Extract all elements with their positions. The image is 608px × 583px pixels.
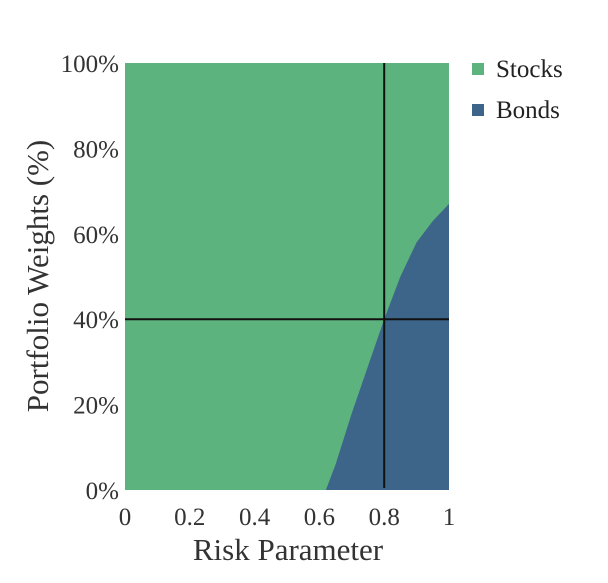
legend-swatch — [472, 104, 484, 116]
y-tick-label: 80% — [73, 136, 119, 163]
legend: Stocks Bonds — [472, 56, 563, 124]
x-axis-title: Risk Parameter — [193, 532, 384, 567]
reference-lines — [125, 63, 449, 488]
x-tick-label: 0.2 — [174, 504, 205, 531]
x-tick-label: 0.8 — [369, 504, 400, 531]
y-tick-label: 0% — [86, 478, 119, 505]
y-axis-title: Portfolio Weights (%) — [20, 140, 55, 412]
legend-swatch — [472, 63, 484, 75]
y-tick-label: 100% — [61, 51, 119, 78]
y-tick-label: 40% — [73, 307, 119, 334]
x-tick-labels: 0 0.2 0.4 0.6 0.8 1 — [119, 504, 456, 531]
y-tick-label: 20% — [73, 393, 119, 420]
legend-label: Bonds — [496, 97, 560, 124]
x-tick-label: 0.6 — [304, 504, 335, 531]
bonds-area — [325, 203, 449, 490]
x-tick-label: 0.4 — [239, 504, 271, 531]
y-tick-labels: 0% 20% 40% 60% 80% 100% — [61, 51, 119, 505]
plot-area — [125, 63, 449, 490]
x-tick-label: 0 — [119, 504, 132, 531]
legend-label: Stocks — [496, 56, 563, 83]
x-tick-label: 1 — [443, 504, 456, 531]
y-tick-label: 60% — [73, 222, 119, 249]
